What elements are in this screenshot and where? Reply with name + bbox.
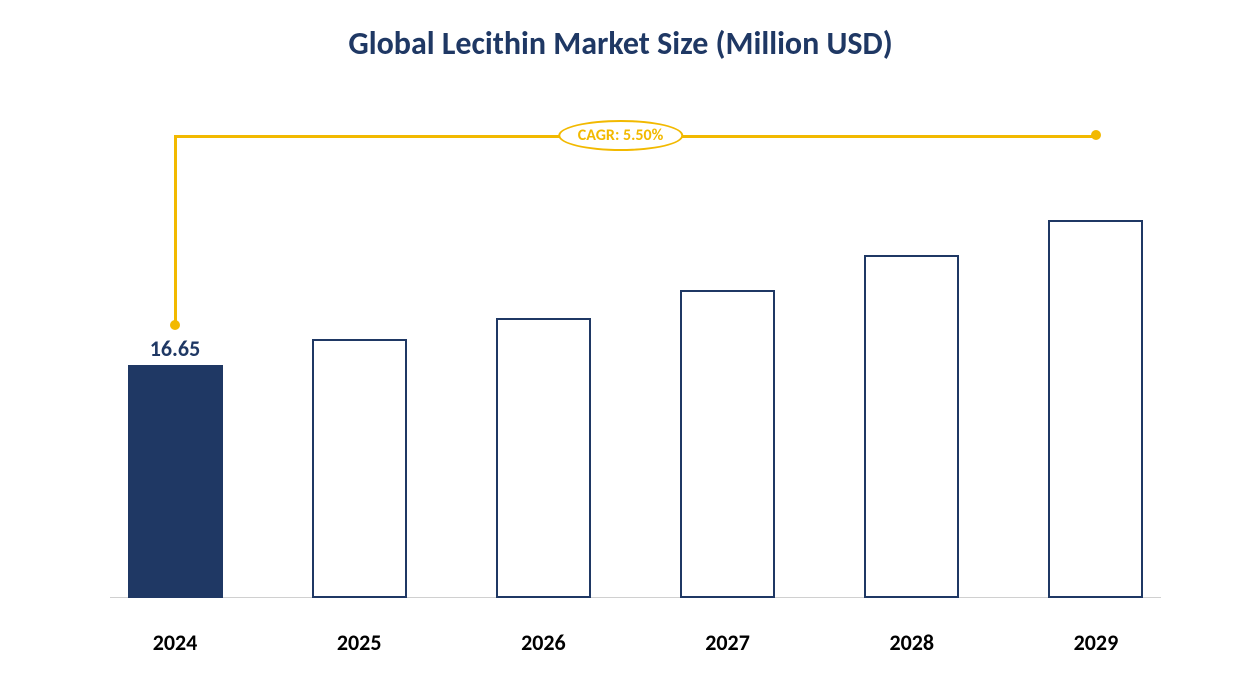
bar <box>312 339 407 598</box>
x-axis-label: 2027 <box>663 629 793 656</box>
bar-slot <box>1031 220 1161 598</box>
bar <box>1048 220 1143 598</box>
x-axis-label: 2025 <box>294 629 424 656</box>
bars-group: 16.65 <box>110 220 1161 598</box>
bar-slot <box>294 339 424 598</box>
bar-slot <box>847 255 977 598</box>
chart-title: Global Lecithin Market Size (Million USD… <box>0 24 1241 63</box>
bar: 16.65 <box>128 365 223 598</box>
x-axis-labels: 2024 2025 2026 2027 2028 2029 <box>110 629 1161 656</box>
x-axis-label: 2029 <box>1031 629 1161 656</box>
x-axis-label: 2028 <box>847 629 977 656</box>
cagr-badge: CAGR: 5.50% <box>558 120 683 151</box>
bar <box>496 318 591 598</box>
x-axis-label: 2024 <box>110 629 240 656</box>
bar-value-label: 16.65 <box>150 335 200 362</box>
bar <box>680 290 775 598</box>
bar-slot: 16.65 <box>110 365 240 598</box>
bar <box>864 255 959 598</box>
plot-area: 16.65 <box>110 220 1161 598</box>
chart-container: Global Lecithin Market Size (Million USD… <box>0 0 1241 698</box>
bar-slot <box>478 318 608 598</box>
cagr-dot-right <box>1091 130 1101 140</box>
bar-slot <box>663 290 793 598</box>
x-axis-label: 2026 <box>478 629 608 656</box>
